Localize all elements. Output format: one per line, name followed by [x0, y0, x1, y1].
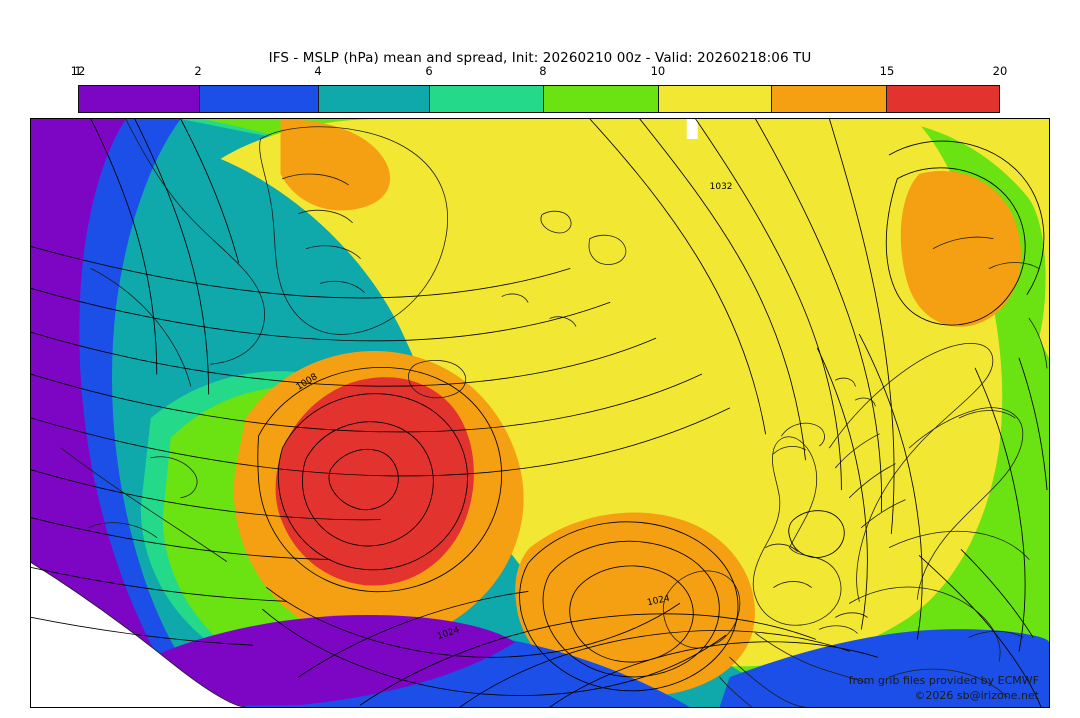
colorbar-segment-10-12 [657, 86, 772, 112]
spread-band-12-15-sec [515, 512, 755, 697]
map-white-corner [31, 562, 246, 707]
spread-band-12-15-ne [900, 171, 1021, 327]
colorbar-tick-2: 2 [194, 64, 202, 78]
colorbar-segment-6-8 [429, 86, 543, 112]
coastlines [31, 119, 1048, 707]
mslp-spread-map: 1008 1032 1024 1024 [31, 119, 1049, 707]
isobar-label-1024-b: 1024 [646, 594, 671, 609]
colorbar-tick-20: 20 [992, 64, 1008, 78]
colorbar-tick-15: 15 [879, 64, 895, 78]
isobar-label-1032: 1032 [710, 182, 733, 192]
colorbar-segment-8-10 [542, 86, 658, 112]
colorbar-segment-1-2 [79, 86, 199, 112]
spread-band-12-15-n [280, 119, 391, 211]
spread-band-1-2-sw [140, 615, 516, 707]
page-title: IFS - MSLP (hPa) mean and spread, Init: … [268, 50, 812, 66]
colorbar-tick-8: 8 [539, 64, 547, 78]
colorbar-segment-4-6 [318, 86, 430, 112]
spread-band-10-12 [220, 119, 1003, 667]
colorbar-tick-6: 6 [425, 64, 433, 78]
map-panel: 1008 1032 1024 1024 from grib files prov… [30, 118, 1050, 708]
colorbar-tick-1: 1 [74, 64, 82, 78]
colorbar-tick-12: 12 [70, 64, 86, 78]
colorbar-tick-labels: 1 2 4 6 8 10 12 15 20 [71, 64, 1008, 80]
map-top-notch [686, 119, 698, 139]
colorbar-tick-10: 10 [650, 64, 666, 78]
colorbar-tick-4: 4 [314, 64, 322, 78]
colorbar-segments [78, 85, 1000, 113]
spread-band-2-4-se [719, 629, 1049, 707]
spread-shading [31, 119, 1049, 707]
colorbar-segment-2-4 [198, 86, 319, 112]
spread-band-10-12-ne [869, 119, 1049, 359]
colorbar [78, 85, 1000, 113]
colorbar-segment-15-20 [886, 86, 999, 112]
isobars [31, 119, 1048, 707]
colorbar-segment-12-15 [771, 86, 887, 112]
